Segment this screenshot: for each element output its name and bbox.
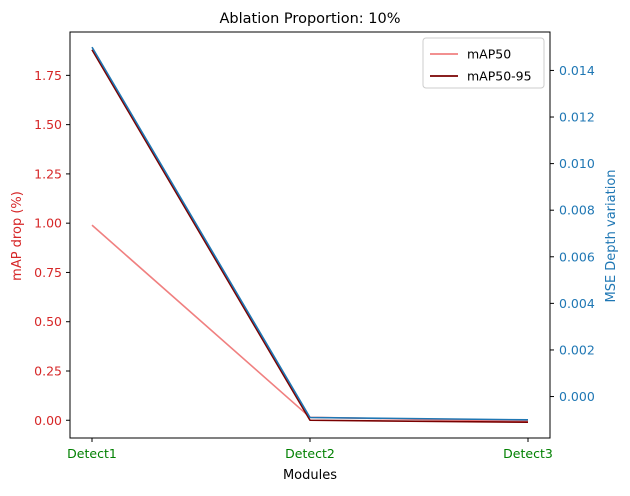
- chart-title: Ablation Proportion: 10%: [220, 11, 401, 27]
- right-tick-label: 0.000: [559, 389, 595, 404]
- right-tick-label: 0.012: [559, 110, 595, 125]
- right-tick-label: 0.004: [559, 296, 595, 311]
- series-line-mse-depth: [91, 46, 529, 421]
- right-tick-label: 0.008: [559, 203, 595, 218]
- left-tick-label: 0.50: [34, 314, 62, 329]
- x-axis-label: Modules: [283, 468, 337, 483]
- legend-label: mAP50: [467, 47, 511, 62]
- x-tick-label: Detect1: [67, 446, 117, 461]
- legend: mAP50 mAP50-95: [422, 37, 545, 89]
- right-axis: 0.000 0.002 0.004 0.006 0.008 0.010 0.012 0.014: [550, 63, 595, 404]
- x-axis: Detect1 Detect2 Detect3: [67, 438, 553, 461]
- left-tick-label: 1.00: [34, 216, 62, 231]
- series-line-map50: [91, 224, 529, 423]
- x-tick-label: Detect2: [285, 446, 335, 461]
- right-tick-label: 0.006: [559, 249, 595, 264]
- left-tick-label: 1.75: [34, 68, 62, 83]
- series-lines: [91, 46, 529, 424]
- x-tick-label: Detect3: [503, 446, 553, 461]
- left-tick-label: 1.50: [34, 117, 62, 132]
- series-line-map50-95: [91, 49, 529, 424]
- right-tick-label: 0.002: [559, 342, 595, 357]
- right-tick-label: 0.014: [559, 63, 595, 78]
- left-tick-label: 0.75: [34, 265, 62, 280]
- left-tick-label: 0.00: [34, 413, 62, 428]
- y-axis-label-right: MSE Depth variation: [604, 169, 619, 302]
- left-axis: 0.00 0.25 0.50 0.75 1.00 1.25 1.50 1.75: [34, 68, 70, 428]
- right-tick-label: 0.010: [559, 156, 595, 171]
- y-axis-label-left: mAP drop (%): [10, 191, 25, 281]
- left-tick-label: 0.25: [34, 363, 62, 378]
- legend-label: mAP50-95: [467, 69, 532, 84]
- plot-frame: [69, 31, 551, 439]
- left-tick-label: 1.25: [34, 166, 62, 181]
